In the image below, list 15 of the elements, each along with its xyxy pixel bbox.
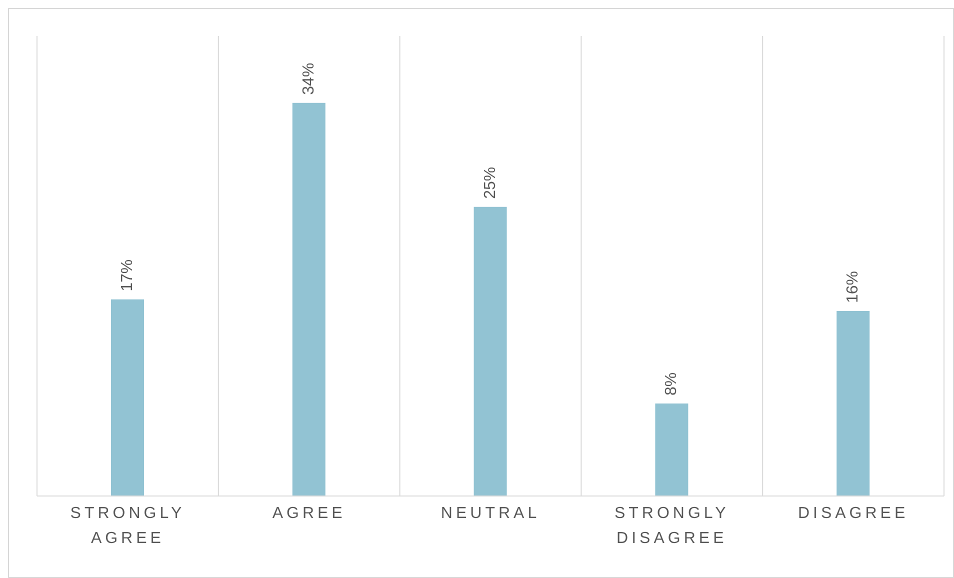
bar	[111, 299, 144, 496]
data-label: 34%	[300, 62, 318, 95]
bar	[474, 206, 507, 496]
bar	[292, 102, 326, 496]
x-tick-label: AGREE	[272, 505, 346, 522]
x-tick-label: STRONGLY AGREE	[70, 505, 186, 547]
data-label: 8%	[663, 372, 680, 396]
data-label: 25%	[482, 166, 499, 199]
x-tick-label: DISAGREE	[798, 505, 909, 522]
bar	[836, 310, 870, 496]
data-label: 16%	[844, 270, 862, 303]
x-tick-label: NEUTRAL	[440, 505, 540, 522]
bar	[655, 403, 688, 496]
data-label: 17%	[119, 259, 136, 292]
x-tick-label: STRONGLY DISAGREE	[614, 505, 730, 547]
